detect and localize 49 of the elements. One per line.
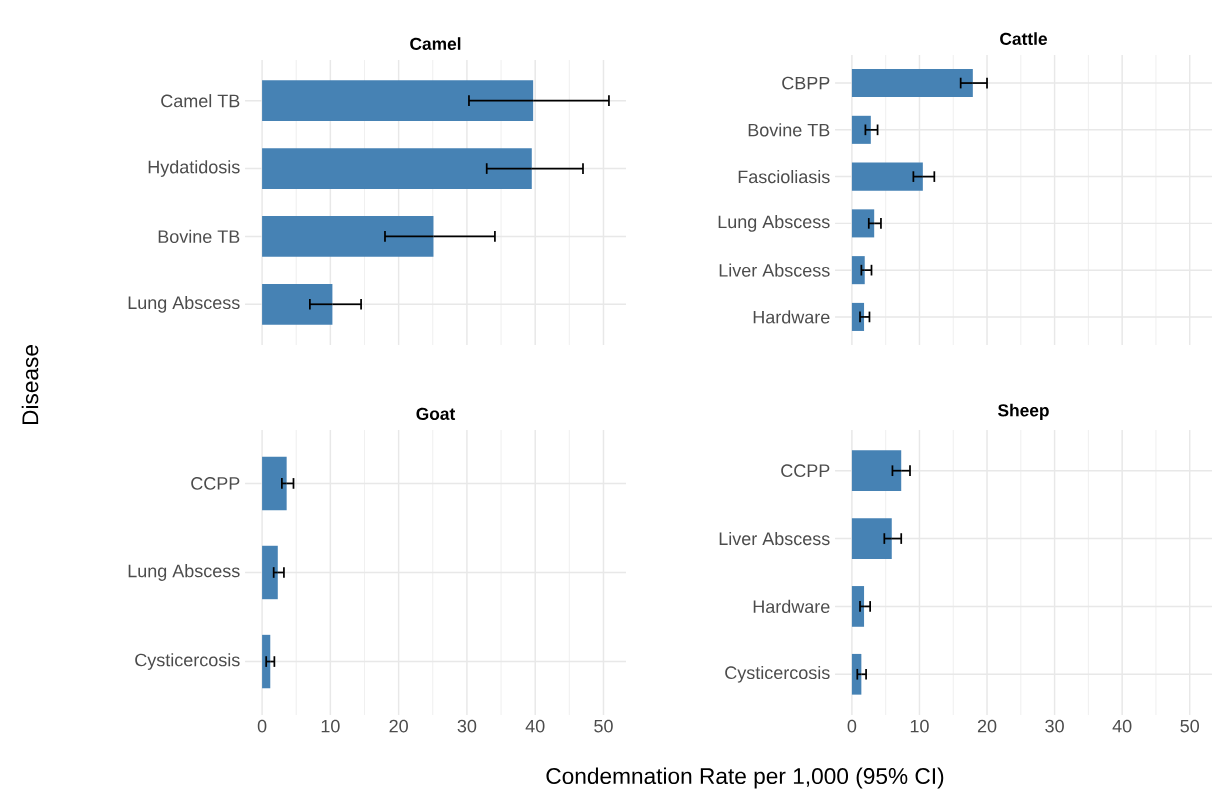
- x-tick-label: 30: [457, 719, 477, 733]
- chart-title: Sheep: [998, 403, 1049, 420]
- bar: [262, 216, 434, 257]
- bar: [262, 283, 333, 325]
- chart-title: Camel: [410, 37, 461, 50]
- x-tick-label: 40: [525, 719, 545, 733]
- y-tick-label: Bovine TB: [158, 229, 240, 244]
- y-tick-label: CBPP: [782, 76, 830, 90]
- y-tick-label: Hardware: [753, 310, 830, 324]
- bar: [851, 302, 865, 331]
- bar: [851, 653, 862, 695]
- y-tick-label: Bovine TB: [748, 123, 830, 137]
- y-tick-label: Cysticercosis: [725, 665, 830, 683]
- bar: [262, 148, 532, 189]
- x-tick-label: 50: [1180, 719, 1200, 733]
- y-tick-label: Lung Abscess: [128, 295, 240, 313]
- y-tick-label: Fascioliasis: [738, 169, 830, 184]
- bar: [851, 69, 973, 98]
- x-tick-label: 40: [1112, 719, 1132, 733]
- x-tick-label: 10: [321, 719, 340, 733]
- x-tick-label: 50: [594, 719, 613, 733]
- y-tick-label: Hardware: [753, 599, 830, 614]
- y-tick-label: Lung Abscess: [128, 564, 240, 581]
- y-tick-label: Liver Abscess: [719, 531, 830, 546]
- bar: [851, 209, 875, 238]
- y-tick-label: Hydatidosis: [148, 160, 240, 177]
- y-tick-label: CCPP: [191, 477, 240, 490]
- x-tick-label: 0: [847, 719, 857, 733]
- bar: [851, 518, 892, 559]
- y-tick-label: Lung Abscess: [718, 214, 830, 232]
- y-tick-label: Cysticercosis: [135, 653, 240, 670]
- x-tick-label: 20: [389, 719, 408, 733]
- x-axis-title: Condemnation Rate per 1,000 (95% CI): [546, 767, 944, 789]
- y-tick-label: Liver Abscess: [719, 263, 830, 277]
- bar: [851, 586, 865, 627]
- bar: [851, 162, 923, 191]
- bar: [851, 115, 871, 144]
- chart-title: Goat: [416, 407, 456, 420]
- chart-title: Cattle: [1000, 32, 1047, 45]
- bar: [851, 450, 902, 492]
- y-tick-label: CCPP: [781, 464, 830, 478]
- x-tick-label: 10: [910, 719, 929, 733]
- y-tick-label: Camel TB: [161, 94, 240, 108]
- x-tick-label: 20: [977, 719, 997, 733]
- y-axis-title: Disease: [21, 345, 39, 425]
- bar: [262, 80, 534, 122]
- bar: [851, 256, 865, 285]
- x-tick-label: 30: [1045, 719, 1064, 733]
- x-tick-label: 0: [257, 719, 267, 733]
